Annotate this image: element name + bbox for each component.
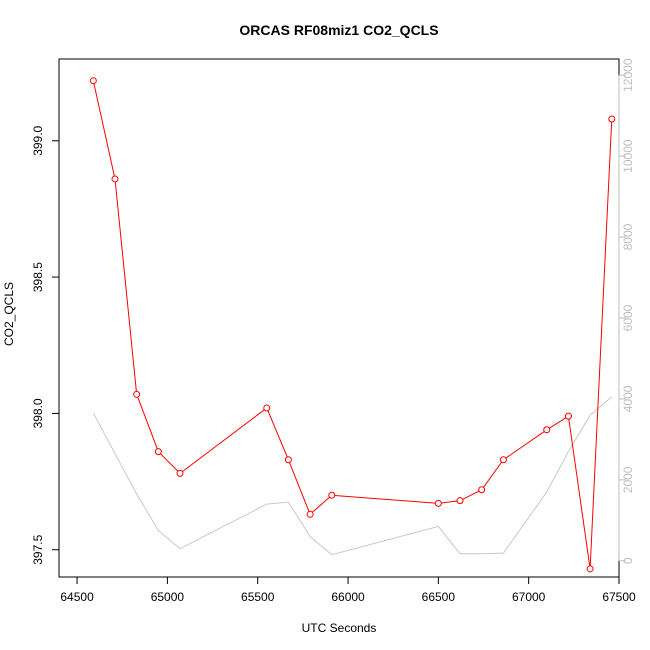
y-axis-title: CO2_QCLS: [2, 282, 16, 346]
x-tick-label: 65000: [151, 590, 185, 604]
series-main-point: [306, 510, 314, 518]
x-axis: 64500 65000 65500 66000 66500 67000 67500: [60, 576, 636, 604]
x-tick-label: 65500: [241, 590, 275, 604]
y2-tick-label: 8000: [621, 223, 635, 250]
y2-tick-label: 4000: [621, 385, 635, 412]
series-main-point: [564, 412, 572, 420]
series-main-point: [89, 77, 97, 85]
y-axis-right: 0 2000 4000 6000 8000 10000 12000: [618, 58, 635, 564]
series-main-point: [608, 115, 616, 123]
series-secondary-line: [92, 396, 613, 556]
series-main-point: [111, 175, 119, 183]
y-axis-left: 397.5 398.0 398.5 399.0: [31, 125, 60, 565]
plot-frame: [58, 58, 620, 578]
y-tick-label: 398.0: [31, 398, 45, 428]
series-main-point: [284, 456, 292, 464]
series-main-point: [434, 499, 442, 507]
x-tick-label: 64500: [60, 590, 94, 604]
y-tick-label: 397.5: [31, 534, 45, 564]
x-axis-title: UTC Seconds: [302, 621, 377, 635]
series-layer: [89, 77, 616, 573]
x-tick-label: 66000: [331, 590, 365, 604]
y2-tick-label: 0: [621, 557, 635, 564]
y-tick-label: 398.5: [31, 262, 45, 292]
series-main-point: [328, 491, 336, 499]
series-main-point: [263, 404, 271, 412]
series-main-point: [133, 390, 141, 398]
series-main-point: [176, 469, 184, 477]
x-tick-label: 66500: [422, 590, 456, 604]
series-main-point: [543, 426, 551, 434]
series-main-point: [478, 486, 486, 494]
y-tick-label: 399.0: [31, 125, 45, 155]
y2-tick-label: 12000: [621, 58, 635, 92]
y2-tick-label: 2000: [621, 466, 635, 493]
series-main-point: [586, 565, 594, 573]
x-tick-label: 67500: [602, 590, 636, 604]
series-main-point: [499, 456, 507, 464]
y2-tick-label: 6000: [621, 304, 635, 331]
series-main-point: [154, 448, 162, 456]
series-main-line: [92, 80, 613, 569]
x-tick-label: 67000: [512, 590, 546, 604]
chart-title: ORCAS RF08miz1 CO2_QCLS: [239, 22, 438, 38]
y2-tick-label: 10000: [621, 139, 635, 173]
series-main-point: [456, 497, 464, 505]
